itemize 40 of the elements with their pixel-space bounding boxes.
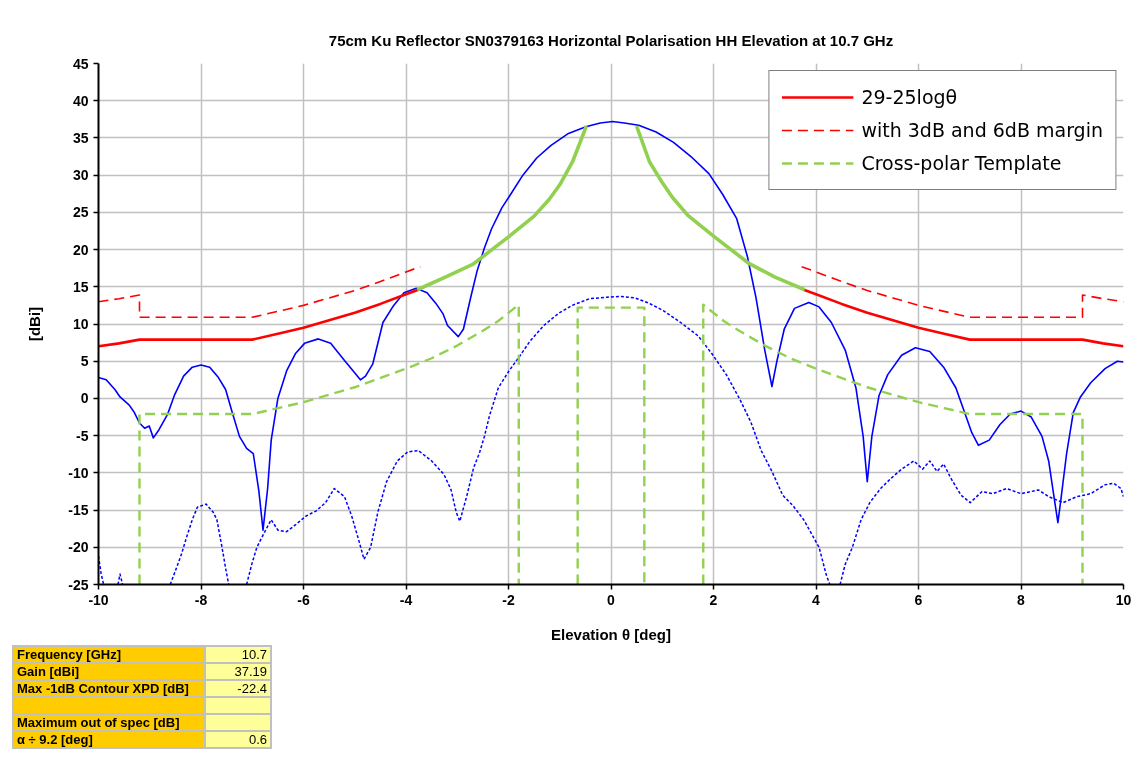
text: 10.7 (206, 647, 270, 662)
x-tick-label: -6 (297, 591, 310, 608)
y-tick-label: 20 (72, 241, 89, 258)
y-tick-label: 10 (72, 316, 89, 332)
x-axis-title: Elevation θ [deg] (551, 625, 671, 643)
y-tick-label: 40 (72, 92, 89, 109)
text: -22.4 (206, 681, 270, 696)
text: 37.19 (206, 664, 270, 679)
y-tick-label: 0 (80, 390, 89, 407)
x-tick-label: 0 (607, 591, 616, 608)
y-tick-label: 35 (72, 129, 89, 146)
text: Frequency [GHz] (14, 647, 204, 662)
legend-label: 29-25logθ (861, 85, 958, 110)
text: Maximum out of spec [dB] (14, 715, 204, 730)
y-tick-label: -5 (76, 427, 89, 444)
text: Max -1dB Contour XPD [dB] (14, 681, 204, 696)
x-tick-label: 10 (1115, 591, 1132, 608)
x-tick-label: -8 (194, 591, 208, 608)
y-tick-label: 30 (72, 167, 89, 184)
y-tick-label: 25 (72, 204, 89, 221)
x-tick-label: -2 (502, 591, 515, 608)
legend-label: with 3dB and 6dB margin (861, 118, 1103, 143)
y-axis-title: [dBi] (26, 306, 44, 342)
y-tick-label: -25 (68, 576, 89, 593)
text: 0.6 (206, 732, 270, 747)
x-tick-label: 8 (1017, 591, 1026, 608)
y-tick-label: -10 (68, 464, 89, 481)
y-tick-label: 5 (80, 353, 89, 370)
x-tick-label: -4 (399, 591, 413, 608)
x-tick-label: 2 (709, 591, 718, 608)
legend-label: Cross-polar Template (861, 151, 1062, 176)
chart-title: 75cm Ku Reflector SN0379163 Horizontal Polarisation HH Elevation at 10.7 GHz (328, 31, 894, 49)
text: Gain [dBi] (14, 664, 204, 679)
y-tick-label: -20 (68, 539, 89, 556)
y-tick-label: 15 (72, 278, 89, 295)
x-tick-label: 6 (914, 591, 923, 608)
y-tick-label: -15 (68, 502, 89, 519)
y-tick-label: 45 (72, 55, 89, 72)
x-tick-label: 4 (812, 591, 821, 608)
text: α ÷ 9.2 [deg] (14, 732, 204, 747)
